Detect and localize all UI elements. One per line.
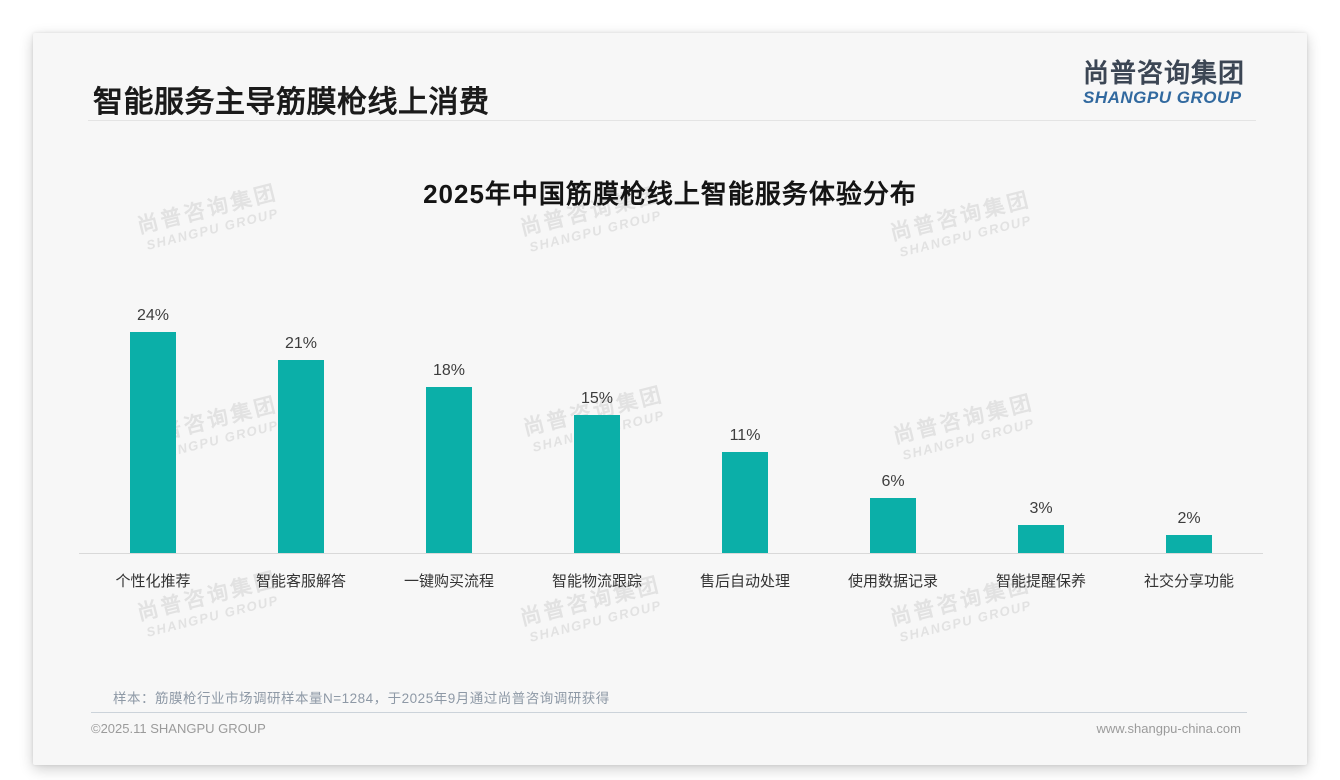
bar xyxy=(870,498,916,553)
logo-chinese-text: 尚普咨询集团 xyxy=(1082,58,1245,88)
title-divider xyxy=(88,120,1256,121)
footer-copyright: ©2025.11 SHANGPU GROUP xyxy=(91,721,266,736)
bar-value-label: 6% xyxy=(881,473,905,490)
bar xyxy=(1018,525,1064,553)
bar xyxy=(722,452,768,553)
bar-group: 18% xyxy=(375,303,523,553)
bar-value-label: 3% xyxy=(1029,500,1053,517)
bar-chart: 24% 21% 18% 15% 11% 6% 3% 2% 个性化推荐 智能客服解答 一键购买流程 智… xyxy=(79,303,1263,591)
bar-group: 6% xyxy=(819,303,967,553)
bar-group: 24% xyxy=(79,303,227,553)
page-title: 智能服务主导筋膜枪线上消费 xyxy=(93,86,490,119)
bar-value-label: 15% xyxy=(580,390,614,407)
bar-group: 11% xyxy=(671,303,819,553)
bar xyxy=(130,332,176,553)
category-label: 一键购买流程 xyxy=(403,573,494,590)
brand-logo: 尚普咨询集团 SHANGPU GROUP xyxy=(1083,59,1245,107)
bar-group: 15% xyxy=(523,303,671,553)
bar-value-label: 18% xyxy=(432,362,466,379)
bar-value-label: 24% xyxy=(136,307,170,324)
footer-website: www.shangpu-china.com xyxy=(1096,721,1241,736)
category-axis: 个性化推荐 智能客服解答 一键购买流程 智能物流跟踪 售后自动处理 使用数据记录 智能提醒保… xyxy=(79,570,1263,591)
bar xyxy=(426,387,472,553)
bars-area: 24% 21% 18% 15% 11% 6% 3% 2% xyxy=(79,303,1263,553)
slide-card: 尚普咨询集团 SHANGPU GROUP 尚普咨询集团 SHANGPU GROUP 尚普… xyxy=(33,33,1307,765)
category-label: 售后自动处理 xyxy=(699,573,790,590)
bar-value-label: 2% xyxy=(1177,510,1201,527)
logo-english-text: SHANGPU GROUP xyxy=(1082,87,1242,107)
chart-title: 2025年中国筋膜枪线上智能服务体验分布 xyxy=(423,179,917,209)
bar-group: 21% xyxy=(227,303,375,553)
category-label: 智能物流跟踪 xyxy=(551,573,642,590)
bar xyxy=(574,415,620,553)
bar-value-label: 21% xyxy=(284,335,318,352)
x-axis-line xyxy=(79,553,1263,554)
slide-content: 智能服务主导筋膜枪线上消费 尚普咨询集团 SHANGPU GROUP 2025年… xyxy=(33,33,1307,765)
bar xyxy=(1166,535,1212,553)
footer-divider xyxy=(91,712,1247,713)
category-label: 智能提醒保养 xyxy=(995,573,1086,590)
category-label: 社交分享功能 xyxy=(1143,573,1234,590)
bar xyxy=(278,360,324,553)
bar-value-label: 11% xyxy=(729,427,761,444)
sample-note: 样本：筋膜枪行业市场调研样本量N=1284，于2025年9月通过尚普咨询调研获得 xyxy=(113,691,610,706)
category-label: 使用数据记录 xyxy=(847,573,938,590)
category-label: 智能客服解答 xyxy=(255,573,346,590)
bar-group: 2% xyxy=(1115,303,1263,553)
footer: ©2025.11 SHANGPU GROUP www.shangpu-china… xyxy=(91,721,1241,736)
bar-group: 3% xyxy=(967,303,1115,553)
category-label: 个性化推荐 xyxy=(115,573,191,590)
